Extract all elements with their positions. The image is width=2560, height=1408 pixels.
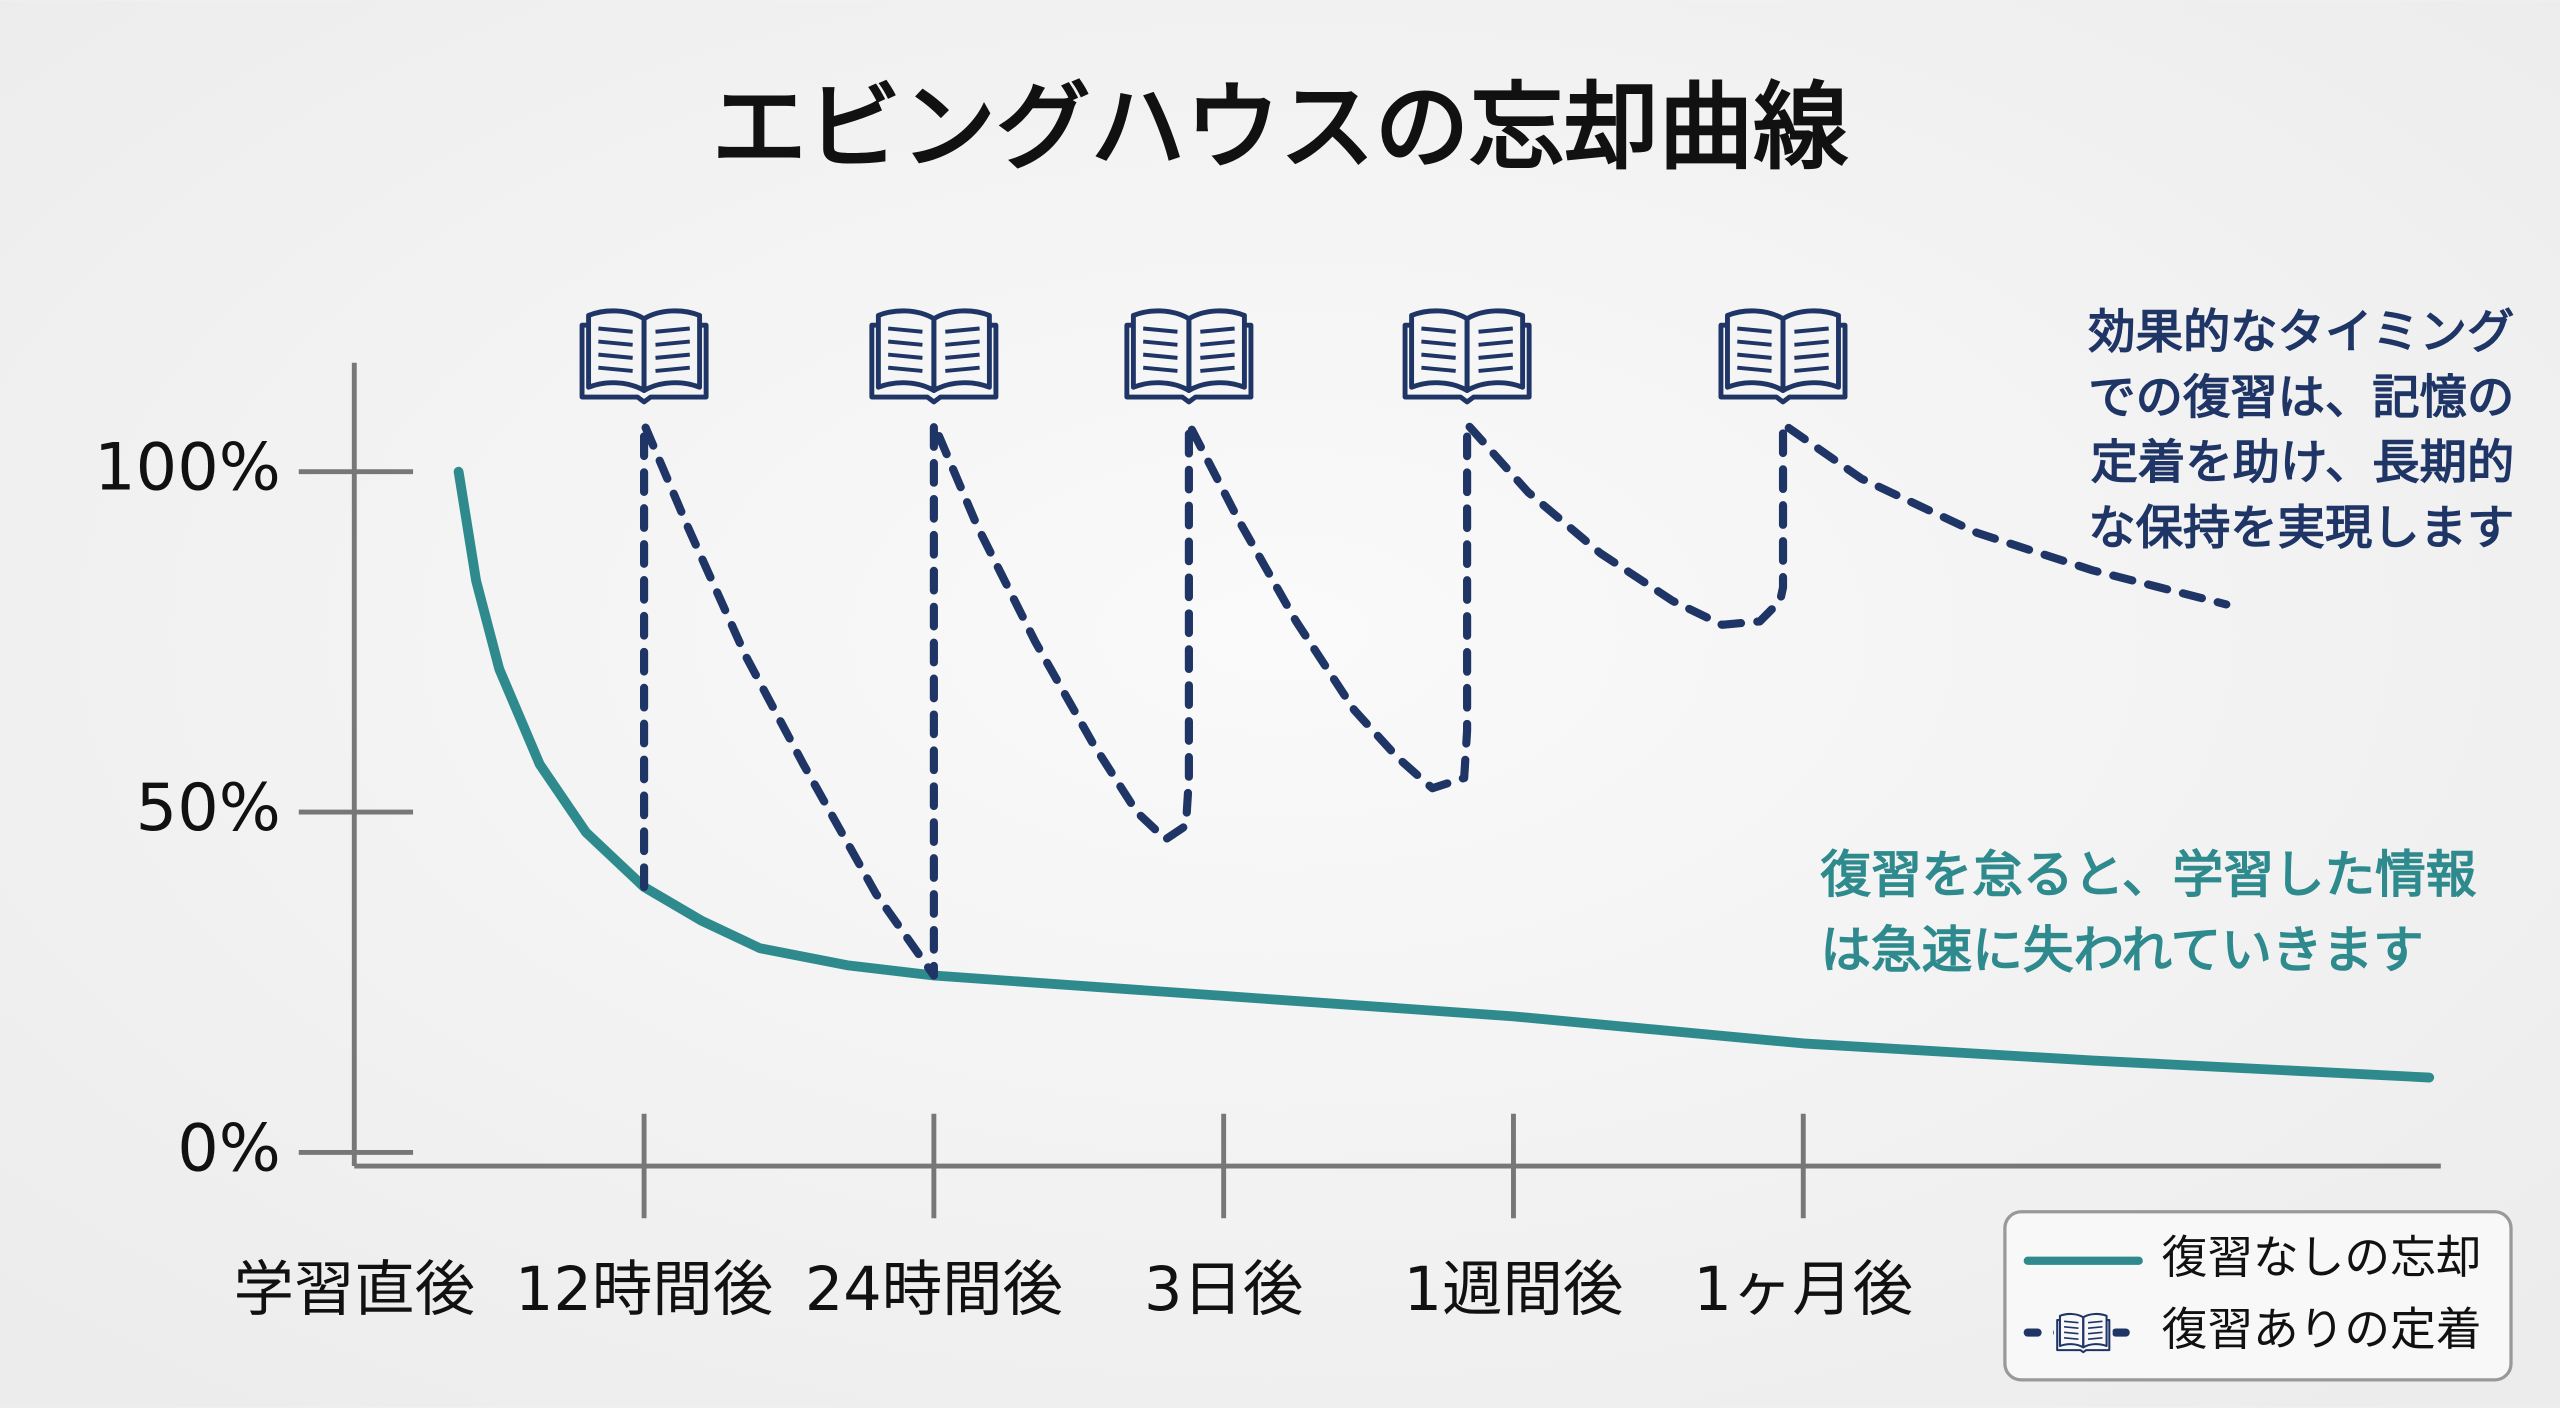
- annotation: 定着を助け、長期的: [2091, 436, 2515, 491]
- x-tick-label: 12時間後: [515, 1255, 773, 1325]
- book-line: [598, 365, 633, 373]
- annotation: は急速に失われていきます: [1820, 920, 2423, 979]
- book-page: [586, 308, 647, 393]
- book-page: [641, 308, 703, 393]
- book-line: [1737, 365, 1772, 373]
- book-line: [1421, 352, 1456, 360]
- book-line: [2087, 1320, 2103, 1324]
- book-line: [655, 339, 690, 347]
- book-page: [875, 308, 937, 393]
- book-line: [598, 339, 633, 347]
- book-cover: [1402, 322, 1532, 405]
- book-line: [1478, 326, 1514, 334]
- book-line: [887, 339, 923, 347]
- book-line: [1478, 339, 1514, 347]
- legend-label: 復習なしの忘却: [2162, 1231, 2482, 1284]
- book-line: [887, 365, 923, 373]
- book-line: [1142, 352, 1178, 360]
- book-page: [931, 308, 992, 393]
- book-page: [1464, 308, 1526, 393]
- book-line: [1200, 352, 1235, 360]
- book-page: [1409, 308, 1470, 393]
- book-line: [598, 352, 633, 360]
- book-cover: [1718, 322, 1848, 405]
- book-line: [1794, 326, 1829, 334]
- book-line: [1142, 326, 1178, 334]
- book-line: [2063, 1326, 2079, 1330]
- book-line: [945, 339, 980, 347]
- annotation: での復習は、記憶の: [2088, 370, 2514, 425]
- book-icon: [1718, 308, 1848, 405]
- book-line: [887, 352, 923, 360]
- book-line: [2087, 1336, 2103, 1340]
- x-tick-label: 1ヶ月後: [1693, 1255, 1913, 1325]
- annotation: な保持を実現します: [2088, 501, 2514, 556]
- x-tick-label: 学習直後: [233, 1255, 475, 1325]
- book-line: [1200, 339, 1235, 347]
- book-line: [945, 326, 980, 334]
- book-line: [945, 352, 980, 360]
- book-page: [2082, 1312, 2108, 1349]
- y-tick-label: 0%: [177, 1110, 281, 1186]
- y-tick-label: 50%: [136, 770, 281, 846]
- book-line: [1142, 339, 1178, 347]
- book-line: [655, 352, 690, 360]
- book-line: [1421, 365, 1456, 373]
- x-tick-label: 3日後: [1144, 1255, 1303, 1325]
- book-line: [1794, 365, 1829, 373]
- book-line: [1737, 352, 1772, 360]
- book-line: [1421, 339, 1456, 347]
- book-icon: [579, 308, 709, 405]
- book-page: [1725, 308, 1786, 393]
- book-line: [1478, 365, 1514, 373]
- book-cover: [2056, 1318, 2111, 1354]
- series-line: [640, 419, 2231, 980]
- book-line: [2087, 1326, 2103, 1330]
- book-page: [1780, 308, 1841, 393]
- book-line: [598, 326, 633, 334]
- book-line: [887, 326, 923, 334]
- book-line: [655, 326, 690, 334]
- book-page: [1186, 308, 1247, 393]
- book-line: [2063, 1331, 2079, 1335]
- book-line: [2063, 1336, 2079, 1340]
- book-line: [1737, 326, 1772, 334]
- book-line: [1200, 365, 1235, 373]
- book-line: [1737, 339, 1772, 347]
- series-line: [453, 466, 2435, 1083]
- x-tick-label: 1週間後: [1404, 1255, 1624, 1325]
- book-cover: [869, 322, 999, 405]
- book-line: [1200, 326, 1235, 334]
- annotation: 効果的なタイミング: [2088, 305, 2514, 360]
- book-line: [1794, 352, 1829, 360]
- book-line: [2063, 1320, 2079, 1324]
- book-icon: [869, 308, 999, 405]
- book-page: [2058, 1312, 2085, 1349]
- legend-box: [2003, 1210, 2513, 1382]
- book-icon: [1124, 308, 1254, 405]
- book-line: [2087, 1331, 2103, 1335]
- y-tick-label: 100%: [94, 430, 281, 506]
- legend-label: 復習ありの定着: [2162, 1303, 2482, 1356]
- x-tick-label: 24時間後: [805, 1255, 1063, 1325]
- book-cover: [1124, 322, 1254, 405]
- book-line: [655, 365, 690, 373]
- book-icon: [2056, 1312, 2111, 1354]
- book-line: [1478, 352, 1514, 360]
- book-page: [1130, 308, 1192, 393]
- book-cover: [579, 322, 709, 405]
- chart-title: エビングハウスの忘却曲線: [712, 73, 1849, 183]
- book-line: [1142, 365, 1178, 373]
- book-line: [1794, 339, 1829, 347]
- book-line: [1421, 326, 1456, 334]
- book-line: [945, 365, 980, 373]
- book-icon: [1402, 308, 1532, 405]
- annotation: 復習を怠ると、学習した情報: [1819, 845, 2476, 904]
